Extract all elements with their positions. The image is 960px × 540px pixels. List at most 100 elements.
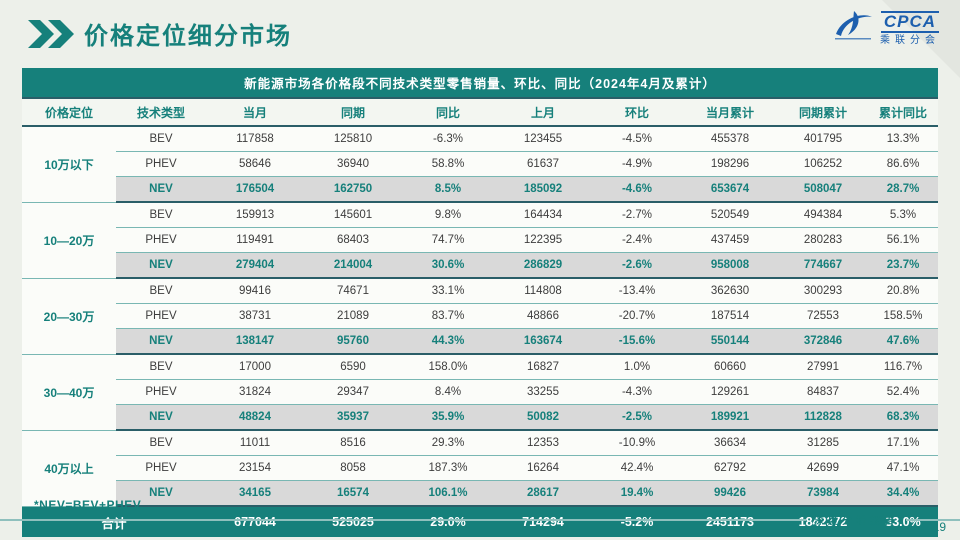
tech-type: PHEV: [116, 455, 206, 481]
value-cell: 401795: [778, 126, 868, 152]
value-cell: 61637: [494, 151, 592, 177]
value-cell: 520549: [682, 202, 778, 228]
value-cell: 176504: [206, 176, 304, 203]
col-header: 累计同比: [868, 97, 939, 127]
table-row: 40万以上 BEV 11011 8516 29.3% 12353 -10.9% 36634 31…: [22, 430, 939, 507]
value-cell: 48866: [494, 303, 592, 329]
value-cell: 6590: [304, 354, 402, 380]
tech-type: NEV: [116, 252, 206, 279]
value-cell: 16827: [494, 354, 592, 380]
value-cell: 29347: [304, 379, 402, 405]
value-cell: 99426: [682, 480, 778, 507]
table-row: NEV 176504 162750 8.5% 185092 -4.6% 653674 5080…: [22, 176, 939, 203]
value-cell: 60660: [682, 354, 778, 380]
value-cell: 214004: [304, 252, 402, 279]
value-cell: 36634: [682, 430, 778, 456]
cpca-swoosh-icon: [832, 8, 874, 49]
value-cell: -2.7%: [592, 202, 682, 228]
cpca-logo-text: CPCA 乘联分会: [880, 10, 940, 47]
value-cell: 83.7%: [402, 303, 494, 329]
col-header: 同期: [304, 97, 402, 127]
value-cell: 16264: [494, 455, 592, 481]
page-title: 价格定位细分市场: [84, 23, 292, 50]
value-cell: 50082: [494, 404, 592, 431]
col-header: 价格定位: [22, 97, 116, 127]
value-cell: 286829: [494, 252, 592, 279]
table-row: PHEV 58646 36940 58.8% 61637 -4.9% 198296 10625…: [22, 151, 939, 177]
value-cell: 27991: [778, 354, 868, 380]
value-cell: -4.5%: [592, 126, 682, 152]
value-cell: 42699: [778, 455, 868, 481]
slide-header: 价格定位细分市场: [28, 16, 292, 51]
table-row: 30—40万 BEV 17000 6590 158.0% 16827 1.0% 60660 27…: [22, 354, 939, 431]
value-cell: 95760: [304, 328, 402, 355]
value-cell: 494384: [778, 202, 868, 228]
segment-label: 20—30万: [22, 278, 116, 355]
col-header: 当月: [206, 97, 304, 127]
col-header: 同期累计: [778, 97, 868, 127]
value-cell: 12353: [494, 430, 592, 456]
value-cell: 19.4%: [592, 480, 682, 507]
footnote: *NEV=BEV+PHEV: [34, 498, 142, 512]
value-cell: 86.6%: [868, 151, 939, 177]
value-cell: 122395: [494, 227, 592, 253]
total-row: 合计 677044 525025 29.0% 714294 -5.2% 2451173 184…: [22, 506, 939, 537]
cpca-subtitle: 乘联分会: [880, 35, 940, 47]
value-cell: 774667: [778, 252, 868, 279]
tech-type: BEV: [116, 278, 206, 304]
value-cell: 35937: [304, 404, 402, 431]
tech-type: PHEV: [116, 227, 206, 253]
table-banner-row: 新能源市场各价格段不同技术类型零售销量、环比、同比（2024年4月及累计）: [22, 68, 939, 98]
value-cell: 653674: [682, 176, 778, 203]
value-cell: 36940: [304, 151, 402, 177]
total-value-cell: 1842372: [778, 506, 868, 537]
value-cell: 42.4%: [592, 455, 682, 481]
total-value-cell: 29.0%: [402, 506, 494, 537]
value-cell: 138147: [206, 328, 304, 355]
table-body: 10万以下 BEV 117858 125810 -6.3% 123455 -4.5% 4553…: [22, 126, 939, 537]
value-cell: 116.7%: [868, 354, 939, 380]
value-cell: 23154: [206, 455, 304, 481]
value-cell: 8.5%: [402, 176, 494, 203]
corner-decoration: [882, 0, 960, 78]
value-cell: 28617: [494, 480, 592, 507]
footer-rule: [0, 518, 806, 521]
value-cell: -2.6%: [592, 252, 682, 279]
value-cell: 48824: [206, 404, 304, 431]
value-cell: 38731: [206, 303, 304, 329]
value-cell: 198296: [682, 151, 778, 177]
value-cell: -4.9%: [592, 151, 682, 177]
col-header: 技术类型: [116, 97, 206, 127]
value-cell: 112828: [778, 404, 868, 431]
value-cell: 17.1%: [868, 430, 939, 456]
value-cell: 47.1%: [868, 455, 939, 481]
value-cell: 158.5%: [868, 303, 939, 329]
table-row: NEV 279404 214004 30.6% 286829 -2.6% 958008 774…: [22, 252, 939, 279]
value-cell: -20.7%: [592, 303, 682, 329]
table-row: NEV 34165 16574 106.1% 28617 19.4% 99426 73984 3…: [22, 480, 939, 507]
table-row: PHEV 38731 21089 83.7% 48866 -20.7% 187514 7255…: [22, 303, 939, 329]
cpca-logo: CPCA 乘联分会: [832, 8, 940, 49]
value-cell: 9.8%: [402, 202, 494, 228]
value-cell: 119491: [206, 227, 304, 253]
segment-label: 10万以下: [22, 126, 116, 203]
value-cell: 84837: [778, 379, 868, 405]
table-row: 10—20万 BEV 159913 145601 9.8% 164434 -2.7% 5205…: [22, 202, 939, 279]
value-cell: 29.3%: [402, 430, 494, 456]
value-cell: 99416: [206, 278, 304, 304]
value-cell: 550144: [682, 328, 778, 355]
tech-type: BEV: [116, 354, 206, 380]
value-cell: 68403: [304, 227, 402, 253]
value-cell: -4.6%: [592, 176, 682, 203]
value-cell: -13.4%: [592, 278, 682, 304]
table-header-row: 价格定位 技术类型 当月 同期 同比 上月 环比 当月累计 同期累计 累计同比: [22, 97, 939, 127]
value-cell: 58.8%: [402, 151, 494, 177]
value-cell: 34.4%: [868, 480, 939, 507]
value-cell: 62792: [682, 455, 778, 481]
page-number: 19: [932, 520, 946, 534]
col-header: 当月累计: [682, 97, 778, 127]
value-cell: 106.1%: [402, 480, 494, 507]
col-header: 环比: [592, 97, 682, 127]
segment-label: 10—20万: [22, 202, 116, 279]
value-cell: 279404: [206, 252, 304, 279]
